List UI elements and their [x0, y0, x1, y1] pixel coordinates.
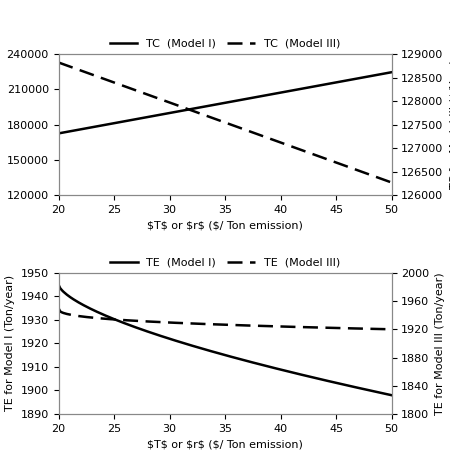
Legend: TE  (Model I), TE  (Model III): TE (Model I), TE (Model III) [105, 253, 345, 272]
Legend: TC  (Model I), TC  (Model III): TC (Model I), TC (Model III) [105, 34, 345, 53]
Y-axis label: TC for Model III ($/Year): TC for Model III ($/Year) [449, 60, 450, 189]
Y-axis label: TE for Model I (Ton/year): TE for Model I (Ton/year) [5, 275, 15, 411]
X-axis label: $T$ or $r$ ($/ Ton emission): $T$ or $r$ ($/ Ton emission) [147, 220, 303, 230]
Y-axis label: TE for Model III (Ton/year): TE for Model III (Ton/year) [435, 272, 445, 415]
Y-axis label: TC for Model I ($/year): TC for Model I ($/year) [0, 63, 1, 187]
X-axis label: $T$ or $r$ ($/ Ton emission): $T$ or $r$ ($/ Ton emission) [147, 439, 303, 449]
